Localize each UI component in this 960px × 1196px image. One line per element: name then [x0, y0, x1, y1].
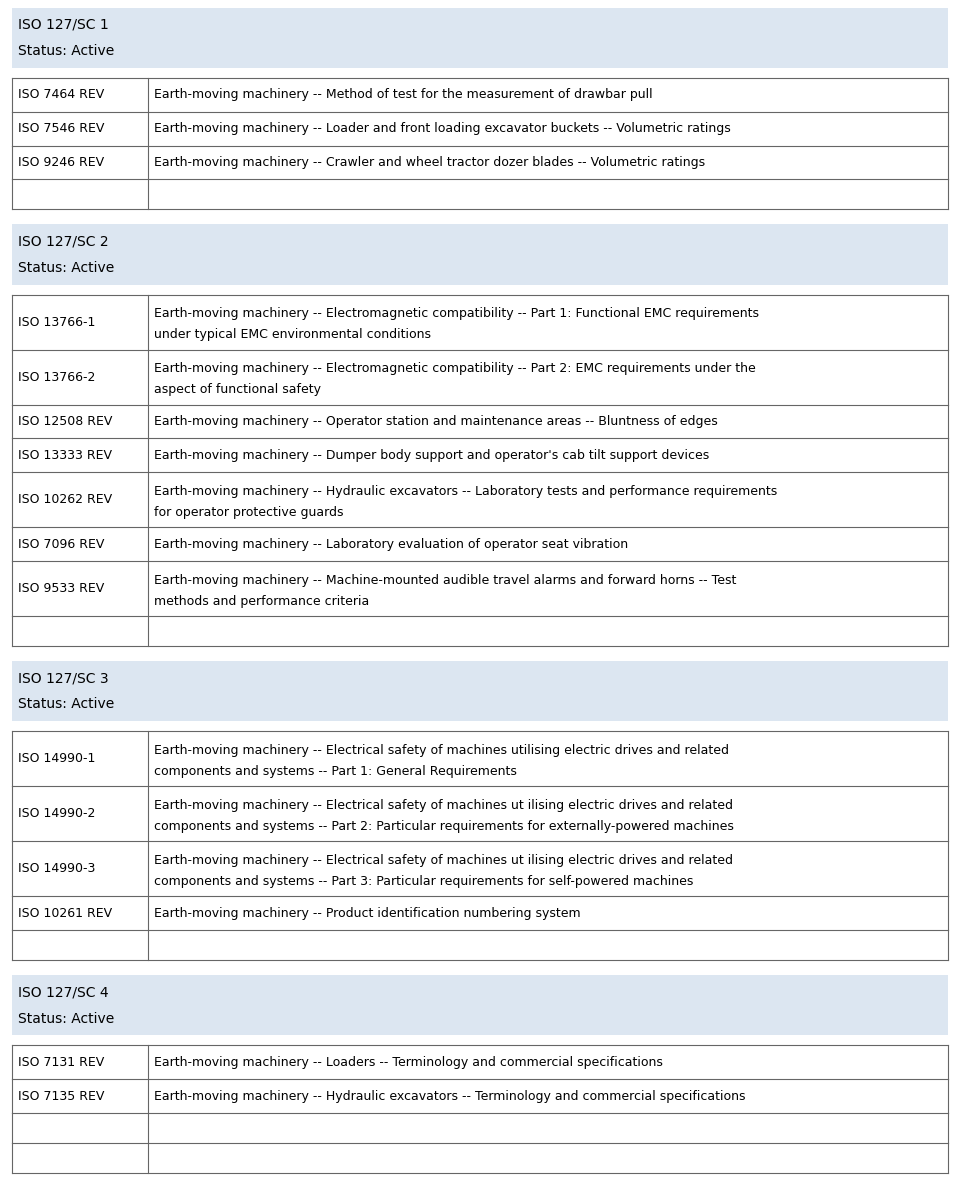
Text: ISO 13333 REV: ISO 13333 REV [18, 448, 112, 462]
Text: Earth-moving machinery -- Operator station and maintenance areas -- Bluntness of: Earth-moving machinery -- Operator stati… [154, 415, 718, 428]
Text: ISO 13766-2: ISO 13766-2 [18, 371, 95, 384]
Text: under typical EMC environmental conditions: under typical EMC environmental conditio… [154, 329, 431, 341]
Text: Earth-moving machinery -- Loader and front loading excavator buckets -- Volumetr: Earth-moving machinery -- Loader and fro… [154, 122, 731, 135]
Bar [12, 661, 948, 721]
Text: components and systems -- Part 1: General Requirements: components and systems -- Part 1: Genera… [154, 765, 516, 779]
Text: ISO 127/SC 3: ISO 127/SC 3 [18, 671, 108, 685]
Text: components and systems -- Part 3: Particular requirements for self-powered machi: components and systems -- Part 3: Partic… [154, 875, 693, 889]
Text: Earth-moving machinery -- Product identification numbering system: Earth-moving machinery -- Product identi… [154, 907, 581, 920]
Text: ISO 7135 REV: ISO 7135 REV [18, 1090, 105, 1103]
Text: ISO 127/SC 1: ISO 127/SC 1 [18, 18, 108, 32]
Text: methods and performance criteria: methods and performance criteria [154, 594, 370, 608]
Text: components and systems -- Part 2: Particular requirements for externally-powered: components and systems -- Part 2: Partic… [154, 820, 733, 834]
Text: Status: Active: Status: Active [18, 261, 114, 275]
Bar [12, 975, 948, 1036]
Bar [12, 225, 948, 285]
Text: Status: Active: Status: Active [18, 1012, 114, 1025]
Text: Earth-moving machinery -- Electrical safety of machines ut ilising electric driv: Earth-moving machinery -- Electrical saf… [154, 799, 733, 812]
Text: ISO 10261 REV: ISO 10261 REV [18, 907, 112, 920]
Text: Earth-moving machinery -- Machine-mounted audible travel alarms and forward horn: Earth-moving machinery -- Machine-mounte… [154, 574, 736, 586]
Text: ISO 127/SC 2: ISO 127/SC 2 [18, 234, 108, 249]
Bar [12, 8, 948, 68]
Text: ISO 9246 REV: ISO 9246 REV [18, 155, 104, 169]
Text: ISO 7546 REV: ISO 7546 REV [18, 122, 105, 135]
Text: ISO 13766-1: ISO 13766-1 [18, 316, 95, 329]
Text: Status: Active: Status: Active [18, 44, 114, 59]
Text: for operator protective guards: for operator protective guards [154, 506, 344, 519]
Text: Earth-moving machinery -- Hydraulic excavators -- Laboratory tests and performan: Earth-moving machinery -- Hydraulic exca… [154, 484, 778, 498]
Text: ISO 10262 REV: ISO 10262 REV [18, 493, 112, 506]
Text: ISO 14990-3: ISO 14990-3 [18, 862, 95, 875]
Text: Earth-moving machinery -- Electrical safety of machines ut ilising electric driv: Earth-moving machinery -- Electrical saf… [154, 854, 733, 867]
Text: Earth-moving machinery -- Electromagnetic compatibility -- Part 1: Functional EM: Earth-moving machinery -- Electromagneti… [154, 307, 759, 321]
Text: Earth-moving machinery -- Electrical safety of machines utilising electric drive: Earth-moving machinery -- Electrical saf… [154, 744, 729, 757]
Text: ISO 7096 REV: ISO 7096 REV [18, 538, 105, 550]
Text: ISO 14990-2: ISO 14990-2 [18, 807, 95, 820]
Text: ISO 9533 REV: ISO 9533 REV [18, 582, 105, 596]
Text: ISO 127/SC 4: ISO 127/SC 4 [18, 986, 108, 999]
Text: ISO 12508 REV: ISO 12508 REV [18, 415, 112, 428]
Text: Earth-moving machinery -- Loaders -- Terminology and commercial specifications: Earth-moving machinery -- Loaders -- Ter… [154, 1056, 662, 1069]
Text: Earth-moving machinery -- Laboratory evaluation of operator seat vibration: Earth-moving machinery -- Laboratory eva… [154, 538, 628, 550]
Text: Status: Active: Status: Active [18, 697, 114, 712]
Text: ISO 7131 REV: ISO 7131 REV [18, 1056, 105, 1069]
Text: Earth-moving machinery -- Hydraulic excavators -- Terminology and commercial spe: Earth-moving machinery -- Hydraulic exca… [154, 1090, 746, 1103]
Text: ISO 14990-1: ISO 14990-1 [18, 752, 95, 765]
Text: Earth-moving machinery -- Method of test for the measurement of drawbar pull: Earth-moving machinery -- Method of test… [154, 89, 653, 102]
Text: Earth-moving machinery -- Dumper body support and operator's cab tilt support de: Earth-moving machinery -- Dumper body su… [154, 448, 709, 462]
Text: Earth-moving machinery -- Crawler and wheel tractor dozer blades -- Volumetric r: Earth-moving machinery -- Crawler and wh… [154, 155, 706, 169]
Text: ISO 7464 REV: ISO 7464 REV [18, 89, 105, 102]
Text: aspect of functional safety: aspect of functional safety [154, 384, 321, 396]
Text: Earth-moving machinery -- Electromagnetic compatibility -- Part 2: EMC requireme: Earth-moving machinery -- Electromagneti… [154, 362, 756, 376]
